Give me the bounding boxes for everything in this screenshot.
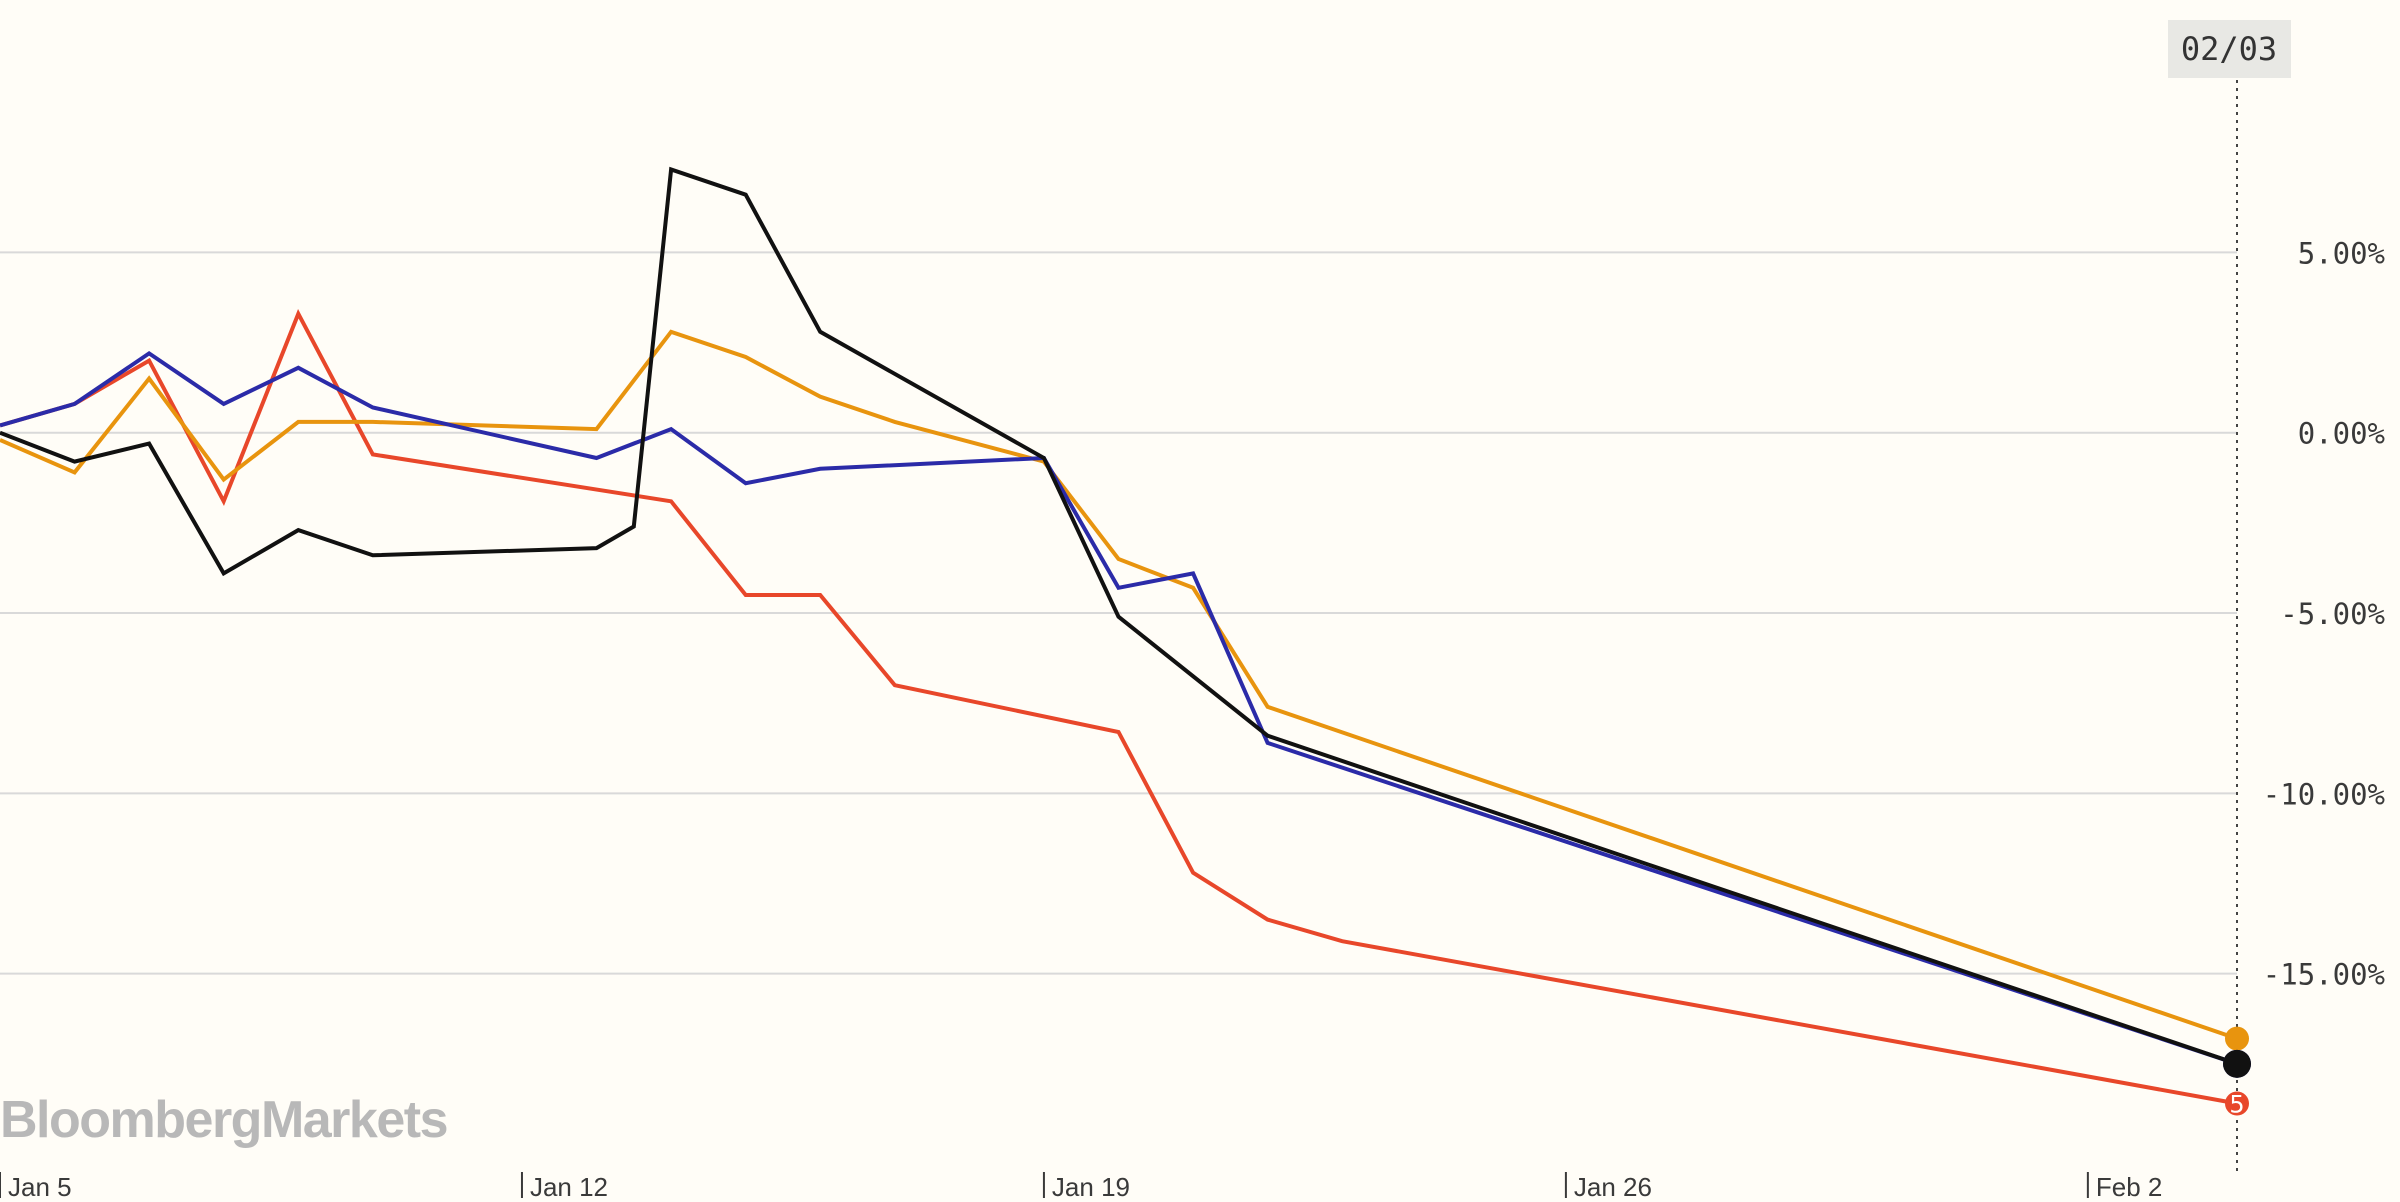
bloomberg-watermark: BloombergMarkets	[0, 1091, 447, 1149]
x-tick-label: Jan 5	[8, 1172, 72, 1198]
x-axis: Jan 5 Jan 12 Jan 19 Jan 26 Feb 2	[0, 1172, 2163, 1202]
series-end-marker-2	[2225, 1026, 2249, 1051]
x-tick-label: Feb 2	[2096, 1172, 2163, 1198]
y-tick-label: -5.00%	[2280, 597, 2385, 631]
y-tick-label: -10.00%	[2263, 777, 2385, 811]
x-tick-label: Jan 26	[1574, 1172, 1652, 1198]
cursor-label: 02/03	[2181, 30, 2277, 68]
x-tick-label: Jan 19	[1052, 1172, 1130, 1198]
y-tick-label: 0.00%	[2298, 417, 2385, 451]
series-end-markers: 5	[2223, 1026, 2251, 1118]
series-line-4	[0, 166, 2238, 1066]
series-end-marker-4	[2223, 1049, 2251, 1078]
series-end-marker-1	[2225, 1091, 2249, 1116]
y-axis: 5.00% 0.00% -5.00% -10.00% -15.00%	[2263, 236, 2385, 991]
date-cursor: 02/03	[2168, 20, 2291, 1172]
series-end-marker-label: 5	[2229, 1090, 2244, 1118]
series-line-3	[0, 350, 2238, 1066]
y-tick-label: 5.00%	[2298, 236, 2385, 270]
x-tick-label: Jan 12	[530, 1172, 608, 1198]
series-line-1	[0, 308, 2238, 1106]
series-lines	[0, 166, 2238, 1106]
cursor-label-box	[2168, 20, 2291, 78]
y-tick-label: -15.00%	[2263, 958, 2385, 992]
series-line-2	[0, 329, 2238, 1041]
